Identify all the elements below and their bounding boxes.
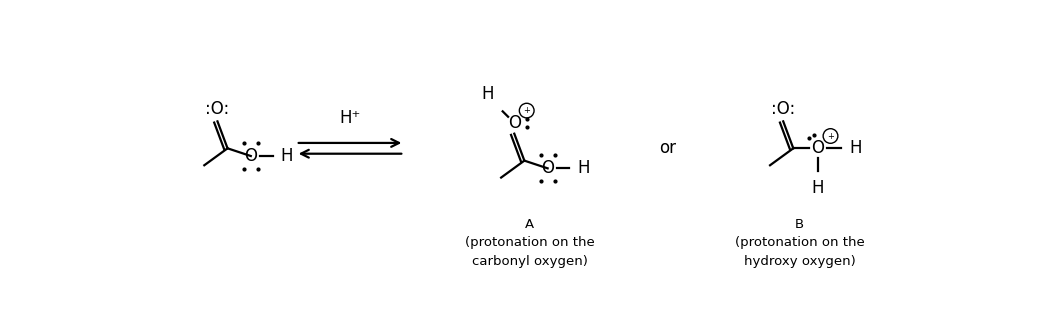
Text: :O:: :O: <box>205 100 230 118</box>
Text: +: + <box>827 131 834 140</box>
Text: H: H <box>812 179 825 197</box>
Text: H: H <box>280 147 293 165</box>
Text: H: H <box>482 85 494 103</box>
Text: or: or <box>660 139 677 157</box>
Text: H⁺: H⁺ <box>339 109 361 127</box>
Text: :O:: :O: <box>771 100 796 118</box>
Text: O: O <box>508 114 520 132</box>
Text: O: O <box>245 147 257 165</box>
Text: H: H <box>849 139 862 157</box>
Text: +: + <box>523 106 530 115</box>
Text: O: O <box>542 159 554 177</box>
Text: B
(protonation on the
hydroxy oxygen): B (protonation on the hydroxy oxygen) <box>734 218 864 268</box>
Text: O: O <box>812 139 825 157</box>
Text: H: H <box>577 159 589 177</box>
Text: A
(protonation on the
carbonyl oxygen): A (protonation on the carbonyl oxygen) <box>465 218 595 268</box>
